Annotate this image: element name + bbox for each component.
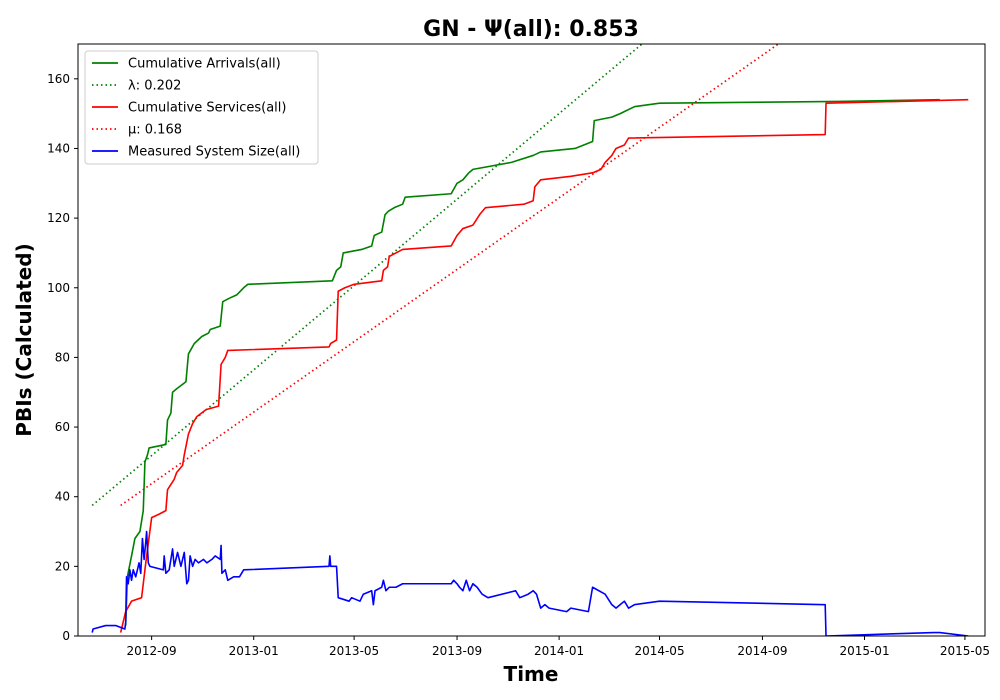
legend-label: Cumulative Arrivals(all) (128, 57, 281, 72)
series-line-cumulative-services-all- (119, 98, 969, 633)
plot-area (91, 44, 969, 636)
x-tick-label: 2013-09 (432, 644, 482, 658)
x-tick-label: 2013-01 (229, 644, 279, 658)
plot-frame (77, 43, 986, 637)
chart-title: GN - Ψ(all): 0.853 (423, 17, 639, 42)
legend-label: μ: 0.168 (128, 123, 182, 138)
legend-label: Cumulative Services(all) (128, 101, 286, 116)
legend: Cumulative Arrivals(all) λ: 0.202 Cumulati… (84, 50, 319, 165)
legend-label: Measured System Size(all) (128, 145, 300, 160)
series-line-mu (120, 44, 779, 507)
y-tick-label: 100 (47, 281, 70, 295)
x-axis-title: Time (504, 662, 559, 686)
series-line-measured-system-size-all- (91, 530, 969, 636)
series-line-cumulative-arrivals-all- (124, 98, 940, 626)
y-tick-label: 20 (55, 559, 70, 573)
y-tick-label: 160 (47, 72, 70, 86)
x-axis: 2012-09 2013-01 2013-05 2013-09 2014-01 2014-… (127, 636, 990, 658)
y-tick-label: 60 (55, 420, 70, 434)
y-tick-label: 80 (55, 350, 70, 364)
y-tick-label: 40 (55, 490, 70, 504)
y-tick-label: 0 (62, 629, 70, 643)
y-tick-label: 120 (47, 211, 70, 225)
x-tick-label: 2015-01 (839, 644, 889, 658)
x-tick-label: 2014-05 (634, 644, 684, 658)
x-tick-label: 2014-01 (534, 644, 584, 658)
y-axis-title: PBIs (Calculated) (12, 243, 36, 436)
legend-label: λ: 0.202 (128, 79, 181, 94)
legend-box (84, 50, 319, 165)
y-axis: 0 20 40 60 80 100 120 140 160 (47, 72, 78, 643)
y-tick-label: 140 (47, 141, 70, 155)
x-tick-label: 2015-05 (940, 644, 990, 658)
x-tick-label: 2013-05 (329, 644, 379, 658)
x-tick-label: 2012-09 (127, 644, 177, 658)
x-tick-label: 2014-09 (737, 644, 787, 658)
